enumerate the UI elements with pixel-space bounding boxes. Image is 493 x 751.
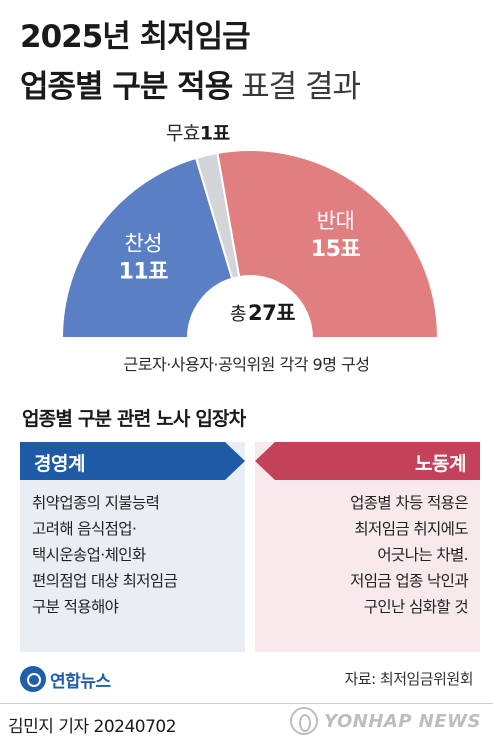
management-line: 택시운송업·체인화 <box>32 546 146 564</box>
yonhap-logo-icon <box>20 666 46 692</box>
labor-line: 어긋나는 차별. <box>377 546 468 564</box>
management-heading: 경영계 <box>34 453 85 475</box>
watermark: YONHAP NEWS <box>290 707 481 735</box>
slice-value-2: 15표 <box>311 237 361 262</box>
management-line: 구분 적용해야 <box>32 598 119 616</box>
management-banner: 경영계 <box>20 442 245 480</box>
labor-line: 최저임금 취지에도 <box>354 520 468 538</box>
source-note: 자료: 최저임금위원회 <box>344 670 473 688</box>
labor-line: 구인난 심화할 것 <box>363 598 469 616</box>
chart-title-line2: 업종별 구분 적용 표결 결과 <box>20 69 361 105</box>
composition-note: 근로자·사용자·공익위원 각각 9명 구성 <box>123 355 370 374</box>
chart-title-bold: 업종별 구분 적용 <box>20 69 233 105</box>
total-value: 27표 <box>248 301 295 325</box>
slice-value-1: 1표 <box>200 122 230 144</box>
chart-title-light: 표결 결과 <box>232 69 361 105</box>
slice-label-0: 찬성 <box>124 232 162 256</box>
watermark-icon <box>290 707 319 735</box>
watermark-text: YONHAP NEWS <box>324 710 481 732</box>
management-text: 취약업종의 지불능력 고려해 음식점업· 택시운송업·체인화 편의점업 대상 최… <box>32 490 178 620</box>
slice-label-1: 무효 <box>166 122 200 144</box>
byline: 김민지 기자 20240702 <box>8 717 177 737</box>
labor-heading: 노동계 <box>415 453 466 475</box>
labor-text: 업종별 차등 적용은 최저임금 취지에도 어긋나는 차별. 저임금 업종 낙인과… <box>350 490 469 620</box>
yonhap-logo-text: 연합뉴스 <box>50 671 111 692</box>
management-line: 편의점업 대상 최저임금 <box>32 572 178 590</box>
total-prefix: 총 <box>230 304 246 325</box>
labor-banner-shape <box>255 442 480 480</box>
labor-banner: 노동계 <box>255 442 480 480</box>
management-banner-shape <box>20 442 245 480</box>
slice-0 <box>60 156 234 339</box>
labor-position-panel: 노동계 업종별 차등 적용은 최저임금 취지에도 어긋나는 차별. 저임금 업종… <box>255 442 480 652</box>
section-subhead: 업종별 구분 관련 노사 입장차 <box>22 408 246 430</box>
management-line: 고려해 음식점업· <box>32 520 137 538</box>
yonhap-logo: 연합뉴스 <box>20 664 111 694</box>
footer-divider <box>0 703 493 704</box>
management-position-panel: 경영계 취약업종의 지불능력 고려해 음식점업· 택시운송업·체인화 편의점업 … <box>20 442 245 652</box>
labor-line: 저임금 업종 낙인과 <box>350 572 469 590</box>
labor-line: 업종별 차등 적용은 <box>350 494 469 512</box>
slice-value-0: 11표 <box>119 260 169 285</box>
slice-label-2: 반대 <box>317 209 355 233</box>
chart-title-line1: 2025년 최저임금 <box>20 19 251 55</box>
management-line: 취약업종의 지불능력 <box>32 494 160 512</box>
slice-2 <box>216 149 440 339</box>
